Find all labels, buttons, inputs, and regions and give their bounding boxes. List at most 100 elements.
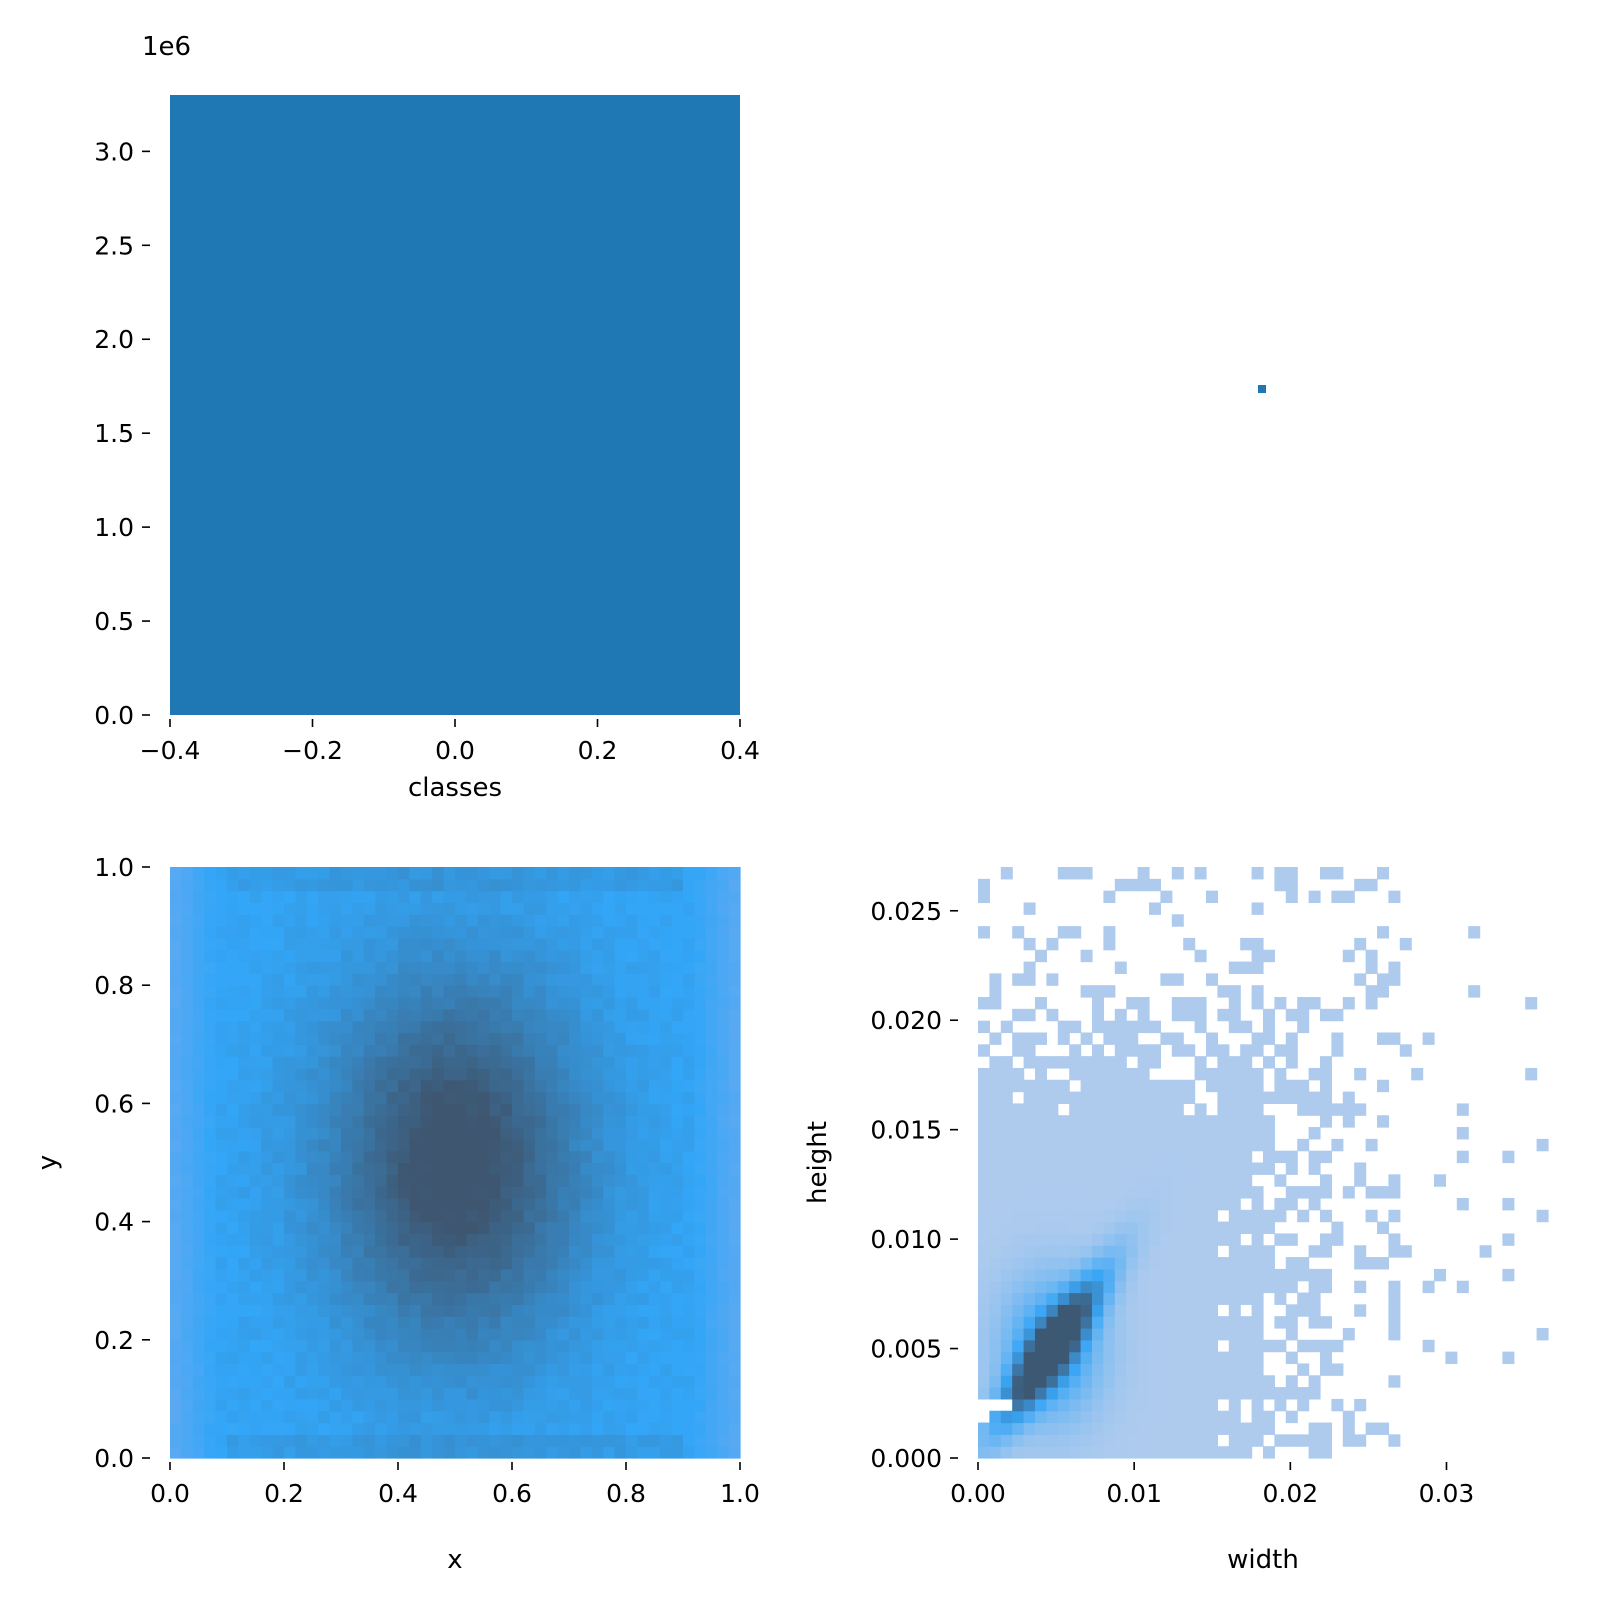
heatmap-cell <box>1183 1044 1196 1057</box>
heatmap-cell <box>717 1174 730 1187</box>
heatmap-cell <box>1206 1280 1218 1294</box>
heatmap-cell <box>1103 1162 1116 1175</box>
heatmap-cell <box>591 1327 604 1341</box>
heatmap-cell <box>626 1103 638 1116</box>
heatmap-cell <box>500 878 513 892</box>
heatmap-cell <box>170 878 182 892</box>
heatmap-cell <box>637 902 650 915</box>
heatmap-cell <box>363 1067 376 1081</box>
heatmap-cell <box>1171 1375 1184 1388</box>
heatmap-cell <box>318 1067 331 1081</box>
heatmap-cell <box>341 949 353 963</box>
heatmap-cell <box>170 1233 182 1246</box>
heatmap-cell <box>352 949 365 963</box>
heatmap-cell <box>386 1091 399 1104</box>
heatmap-cell <box>215 961 228 974</box>
heatmap-cell <box>432 949 445 963</box>
heatmap-cell <box>432 997 445 1010</box>
heatmap-cell <box>489 1434 502 1447</box>
heatmap-cell <box>626 1268 638 1282</box>
heatmap-cell <box>1160 1304 1173 1317</box>
heatmap-cell <box>705 867 718 880</box>
heatmap-cell <box>227 1410 239 1424</box>
heatmap-cell <box>500 1020 513 1034</box>
heatmap-cell <box>1171 1209 1184 1223</box>
heatmap-cell <box>580 1280 593 1294</box>
heatmap-cell <box>717 1209 730 1223</box>
heatmap-cell <box>534 902 547 915</box>
heatmap-cell <box>557 1221 570 1235</box>
heatmap-cell <box>443 949 456 963</box>
heatmap-cell <box>1080 1209 1093 1223</box>
heatmap-cell <box>238 926 251 939</box>
heatmap-cell <box>227 1115 239 1128</box>
heatmap-cell <box>204 1363 217 1376</box>
heatmap-cell <box>1023 1292 1036 1305</box>
heatmap-cell <box>375 1387 388 1400</box>
heatmap-cell <box>1046 1162 1059 1175</box>
heatmap-cell <box>717 1316 730 1329</box>
heatmap-cell <box>1365 1257 1378 1270</box>
heatmap-cell <box>1206 1197 1218 1211</box>
heatmap-cell <box>569 890 581 904</box>
heatmap-cell <box>694 1150 707 1164</box>
heatmap-cell <box>477 1174 490 1187</box>
x-tick: 0.03 <box>1419 1462 1474 1508</box>
heatmap-cell <box>705 1020 718 1034</box>
heatmap-cell <box>1399 937 1412 951</box>
heatmap-cell <box>352 937 365 951</box>
heatmap-cell <box>557 1292 570 1305</box>
heatmap-cell <box>580 1233 593 1246</box>
heatmap-cell <box>546 1091 559 1104</box>
heatmap-cell <box>637 1339 650 1353</box>
heatmap-cell <box>1217 1115 1230 1128</box>
heatmap-cell <box>238 1446 251 1459</box>
y-tick-label: 1.5 <box>94 419 134 448</box>
heatmap-cell <box>978 1375 990 1388</box>
heatmap-cell <box>432 1186 445 1199</box>
heatmap-cell <box>569 1292 581 1305</box>
heatmap-cell <box>671 1162 684 1175</box>
heatmap-cell <box>1023 1351 1036 1365</box>
heatmap-cell <box>386 1398 399 1412</box>
heatmap-cell <box>705 961 718 974</box>
heatmap-cell <box>284 1410 296 1424</box>
heatmap-cell <box>1171 1186 1184 1199</box>
heatmap-cell <box>1149 1387 1161 1400</box>
heatmap-cell <box>192 1067 205 1081</box>
heatmap-cell <box>569 878 581 892</box>
heatmap-cell <box>603 985 616 998</box>
heatmap-cell <box>1228 1257 1241 1270</box>
heatmap-cell <box>694 1056 707 1069</box>
heatmap-cell <box>272 997 285 1010</box>
heatmap-cell <box>728 914 741 927</box>
heatmap-cell <box>477 1056 490 1069</box>
heatmap-cell <box>694 1209 707 1223</box>
heatmap-cell <box>648 1056 661 1069</box>
heatmap-cell <box>1012 1044 1025 1057</box>
heatmap-cell <box>432 914 445 927</box>
heatmap-cell <box>249 1257 262 1270</box>
heatmap-cell <box>1194 1387 1207 1400</box>
heatmap-cell <box>557 1327 570 1341</box>
heatmap-cell <box>546 1316 559 1329</box>
heatmap-cell <box>1012 926 1025 939</box>
heatmap-cell <box>671 902 684 915</box>
heatmap-cell <box>660 1363 673 1376</box>
heatmap-cell <box>192 1245 205 1258</box>
heatmap-cell <box>614 902 627 915</box>
heatmap-cell <box>341 1398 353 1412</box>
heatmap-cell <box>1046 1268 1059 1282</box>
heatmap-cell <box>648 1197 661 1211</box>
heatmap-cell <box>386 902 399 915</box>
heatmap-cell <box>512 1197 524 1211</box>
heatmap-cell <box>671 1221 684 1235</box>
heatmap-cell <box>660 937 673 951</box>
heatmap-cell <box>1103 1363 1116 1376</box>
heatmap-cell <box>694 1327 707 1341</box>
heatmap-cell <box>341 1292 353 1305</box>
heatmap-cell <box>694 1067 707 1081</box>
heatmap-cell <box>443 1127 456 1140</box>
heatmap-cell <box>398 961 410 974</box>
heatmap-cell <box>1000 1020 1013 1034</box>
